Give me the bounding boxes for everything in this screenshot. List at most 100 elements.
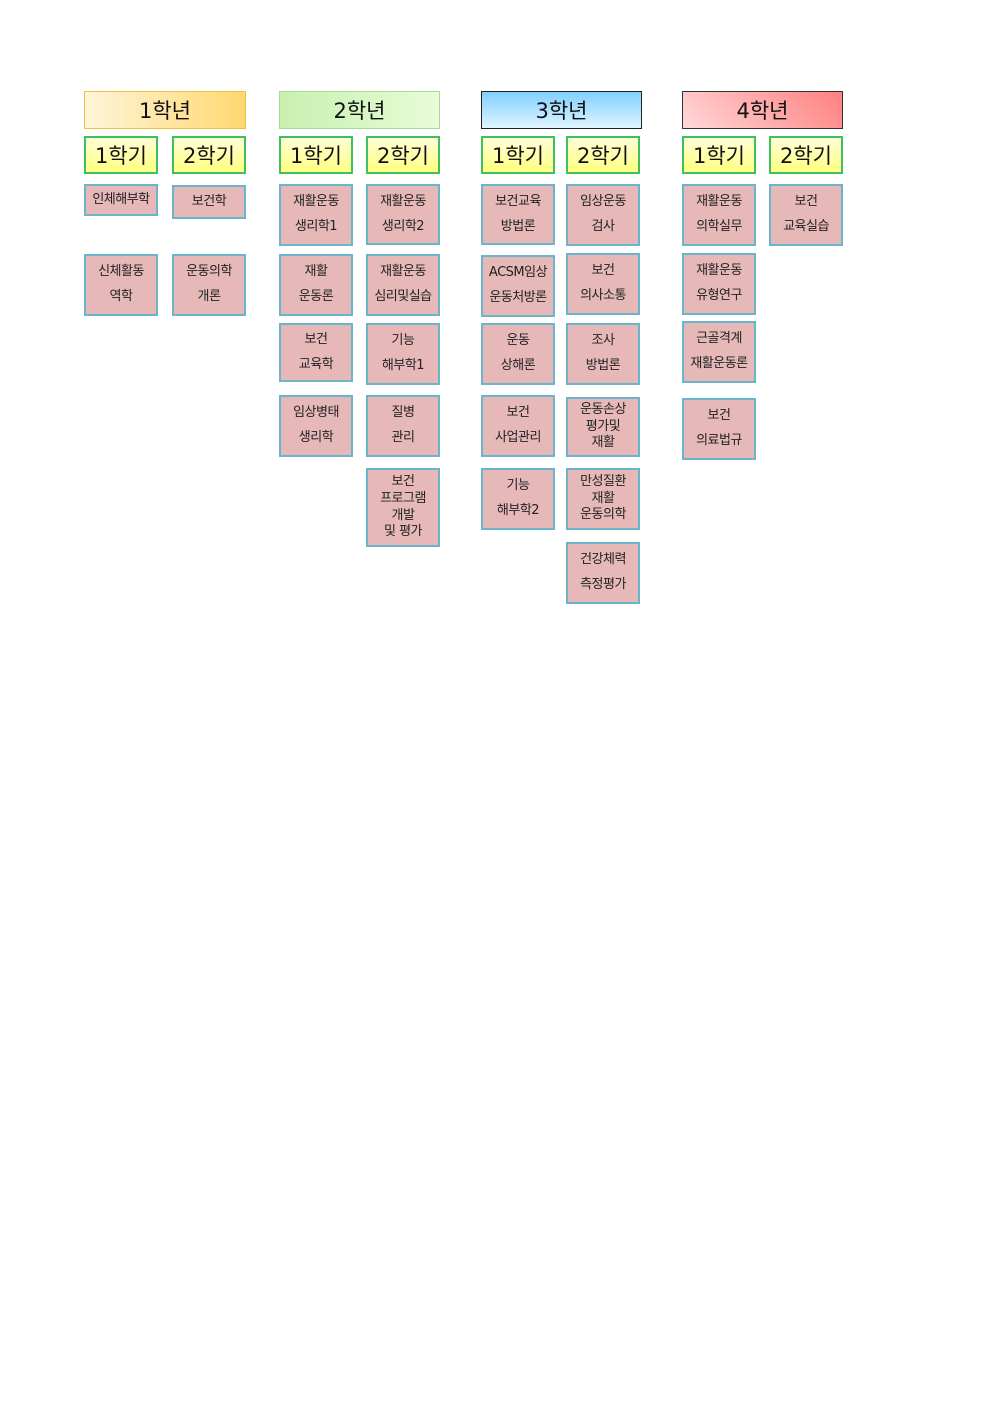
course-name-line: 임상병태	[293, 405, 339, 421]
course-name-line: 역학	[109, 289, 133, 304]
course-name-line: 해부학2	[496, 503, 540, 518]
course-name-line: 사업관리	[495, 430, 541, 445]
course-name-line: 및 평가	[383, 524, 423, 540]
course-box: 재활운동 유형연구	[682, 253, 756, 315]
year-header-1: 1학년	[84, 91, 246, 129]
course-name-line: 재활	[591, 435, 615, 451]
semester-header: 1학기	[279, 136, 353, 174]
semester-header: 1학기	[84, 136, 158, 174]
course-name-line: 기능	[506, 478, 530, 494]
year-header-3: 3학년	[481, 91, 642, 129]
course-name-line: 보건학	[191, 193, 227, 209]
course-name-line: 심리및실습	[374, 289, 432, 304]
course-name-line: 재활운동	[380, 193, 426, 209]
course-box: 운동손상 평가및 재활	[566, 397, 640, 457]
course-name-line: 개론	[197, 289, 221, 304]
course-name-line: 재활운동론	[690, 356, 748, 371]
course-name-line: 개발	[391, 507, 415, 523]
course-name-line: 프로그램	[380, 490, 426, 506]
course-name-line: 의사소통	[580, 288, 626, 303]
course-name-line: 운동의학	[580, 507, 626, 523]
course-name-line: 관리	[391, 430, 415, 445]
semester-header: 2학기	[769, 136, 843, 174]
course-name-line: 재활	[591, 490, 615, 506]
course-box: 조사 방법론	[566, 323, 640, 385]
semester-header: 2학기	[566, 136, 640, 174]
course-name-line: 검사	[591, 219, 615, 234]
course-name-line: 운동	[506, 333, 530, 349]
semester-header: 2학기	[172, 136, 246, 174]
course-name-line: 상해론	[500, 358, 536, 373]
course-name-line: 신체활동	[98, 264, 144, 280]
course-name-line: 보건	[391, 473, 415, 489]
course-name-line: 운동의학	[186, 264, 232, 280]
course-name-line: 보건	[794, 194, 818, 210]
course-name-line: 생리학	[298, 430, 334, 445]
course-name-line: 유형연구	[696, 288, 742, 303]
course-name-line: 보건	[591, 263, 615, 279]
course-box: 보건학	[172, 185, 246, 219]
course-box: 만성질환 재활 운동의학	[566, 468, 640, 530]
course-name-line: 교육실습	[783, 219, 829, 234]
course-name-line: 재활운동	[293, 194, 339, 210]
course-name-line: 보건	[304, 331, 328, 347]
semester-header: 1학기	[481, 136, 555, 174]
course-name-line: 재활운동	[380, 264, 426, 280]
course-name-line: 운동론	[298, 289, 334, 304]
course-name-line: 방법론	[500, 218, 536, 234]
course-name-line: 만성질환	[580, 473, 626, 489]
course-box: 인체해부학	[84, 184, 158, 216]
course-name-line: 의학실무	[696, 219, 742, 234]
course-name-line: 운동처방론	[489, 290, 547, 305]
course-name-line: 질병	[391, 405, 415, 421]
course-name-line: 건강체력	[580, 552, 626, 568]
course-name-line: 보건교육	[495, 193, 541, 209]
course-name-line: 재활운동	[696, 194, 742, 210]
course-name-line: 근골격계	[696, 331, 742, 347]
course-box: 보건 프로그램 개발 및 평가	[366, 468, 440, 547]
year-header-2: 2학년	[279, 91, 440, 129]
course-name-line: 임상운동	[580, 194, 626, 210]
semester-header: 2학기	[366, 136, 440, 174]
course-name-line: 재활	[304, 264, 328, 280]
course-name-line: 측정평가	[580, 577, 626, 592]
course-name-line: 조사	[591, 333, 615, 349]
course-name-line: 생리학1	[294, 219, 338, 234]
course-name-line: 교육학	[298, 356, 334, 372]
course-name-line: 해부학1	[381, 358, 425, 373]
year-header-4: 4학년	[682, 91, 843, 129]
course-name-line: 기능	[391, 333, 415, 349]
course-name-line: 평가및	[585, 418, 621, 434]
course-name-line: 생리학2	[381, 218, 425, 234]
course-name-line: 보건	[506, 405, 530, 421]
course-name-line: 의료법규	[696, 433, 742, 448]
semester-header: 1학기	[682, 136, 756, 174]
course-name-line: 인체해부학	[92, 191, 150, 207]
course-name-line: 운동손상	[580, 401, 626, 417]
course-name-line: ACSM임상	[488, 265, 548, 281]
course-name-line: 보건	[707, 408, 731, 424]
